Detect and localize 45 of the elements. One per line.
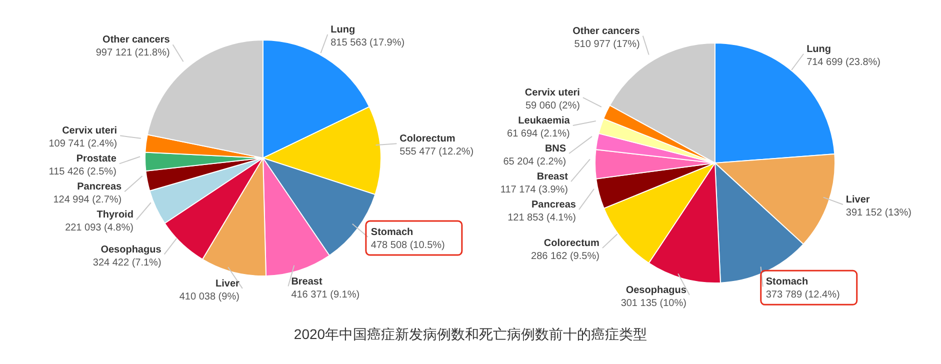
data-label: 410 038 (9%) <box>179 291 240 302</box>
data-label: 121 853 (4.1%) <box>508 212 576 224</box>
slice-label: Oesophagus <box>626 284 687 296</box>
slice-label: Other cancers <box>572 26 640 37</box>
data-label: 416 371 (9.1%) <box>291 289 360 300</box>
slice-label: Liver <box>846 194 870 206</box>
slice-label: Lung <box>330 24 356 36</box>
slice-label: BNS <box>544 144 566 155</box>
slice-label: Other cancers <box>102 34 170 46</box>
slice-label: Prostate <box>76 154 117 165</box>
data-label: 109 741 (2.4%) <box>48 138 118 150</box>
slice-label: Oesophagus <box>100 244 162 256</box>
slice-label: Leukaemia <box>518 116 570 127</box>
slice-label: Breast <box>536 172 569 183</box>
data-label: 555 477 (12.2%) <box>400 146 474 158</box>
data-label: 59 060 (2%) <box>525 100 580 112</box>
data-label: 117 174 (3.9%) <box>500 184 568 196</box>
data-label: 65 204 (2.2%) <box>503 156 566 168</box>
slice-label: Breast <box>291 276 323 288</box>
data-label: 61 694 (2.1%) <box>507 128 570 140</box>
slice-label: Pancreas <box>77 182 122 193</box>
data-label: 510 977 (17%) <box>574 38 640 50</box>
slice-label: Pancreas <box>532 200 576 211</box>
slice-label: Colorectum <box>544 238 600 250</box>
slice-label: Stomach <box>370 227 414 238</box>
slice-label: Cervix uteri <box>524 88 580 99</box>
data-label: 115 426 (2.5%) <box>48 166 116 178</box>
data-label: 221 093 (4.8%) <box>65 222 134 234</box>
slice-label: Colorectum <box>400 134 456 145</box>
slice-label: Lung <box>806 44 832 55</box>
data-label: 124 994 (2.7%) <box>53 194 122 206</box>
data-label: 815 563 (17.9%) <box>330 37 405 48</box>
data-label: 997 121 (21.8%) <box>96 48 170 59</box>
data-label: 714 699 (23.8%) <box>806 56 881 68</box>
data-label: 301 135 (10%) <box>620 298 686 309</box>
slice-label: Stomach <box>766 276 808 288</box>
data-label: 478 508 (10.5%) <box>370 240 445 252</box>
text: 2020年中国癌症新发病例数和死亡病例数前十的癌症类型 <box>292 326 648 344</box>
slice-label: Thyroid <box>96 210 134 221</box>
data-label: 324 422 (7.1%) <box>92 257 162 268</box>
data-label: 391 152 (13%) <box>846 208 912 219</box>
data-label: 373 789 (12.4%) <box>766 290 840 301</box>
slice-label: Cervix uteri <box>62 126 118 137</box>
data-label: 286 162 (9.5%) <box>531 251 600 262</box>
slice-label: Liver <box>216 278 240 290</box>
